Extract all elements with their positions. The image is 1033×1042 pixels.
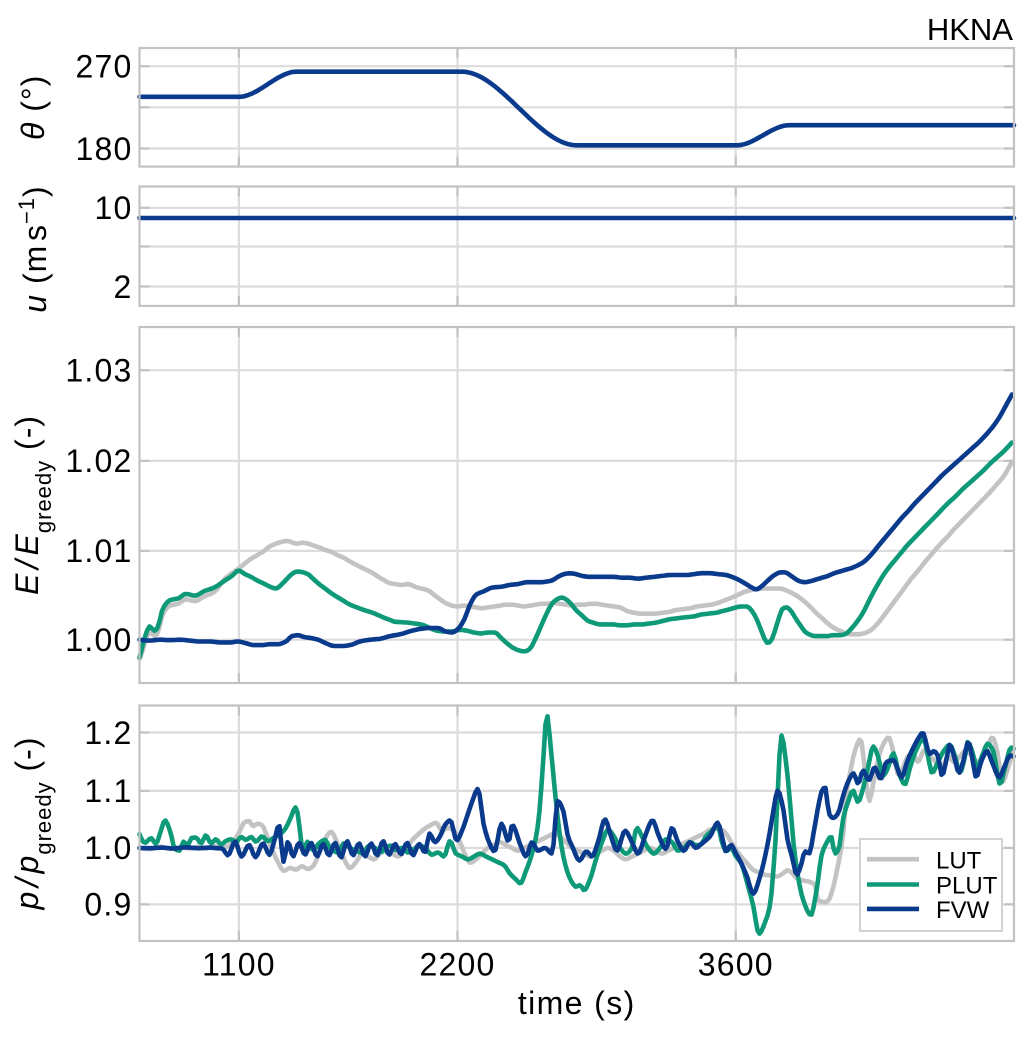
svg-text:LUT: LUT xyxy=(936,847,982,874)
svg-text:180: 180 xyxy=(76,131,133,167)
svg-text:θ (°): θ (°) xyxy=(15,75,51,140)
svg-text:HKNA: HKNA xyxy=(927,12,1013,47)
svg-text:1.1: 1.1 xyxy=(84,773,132,809)
svg-text:1.02: 1.02 xyxy=(65,443,132,479)
svg-text:1100: 1100 xyxy=(202,947,276,983)
svg-text:PLUT: PLUT xyxy=(936,873,998,900)
svg-text:0.9: 0.9 xyxy=(84,887,132,923)
svg-text:2: 2 xyxy=(114,269,133,305)
svg-text:1.0: 1.0 xyxy=(84,830,132,866)
svg-text:FVW: FVW xyxy=(936,897,990,924)
svg-text:1.2: 1.2 xyxy=(84,715,132,751)
svg-text:2200: 2200 xyxy=(420,947,496,983)
svg-text:1.01: 1.01 xyxy=(65,533,132,569)
svg-text:3600: 3600 xyxy=(698,947,774,983)
svg-text:270: 270 xyxy=(76,49,133,85)
svg-text:10: 10 xyxy=(95,190,133,226)
svg-text:time (s): time (s) xyxy=(518,985,636,1021)
svg-text:1.03: 1.03 xyxy=(65,353,132,389)
svg-text:1.00: 1.00 xyxy=(65,622,132,658)
